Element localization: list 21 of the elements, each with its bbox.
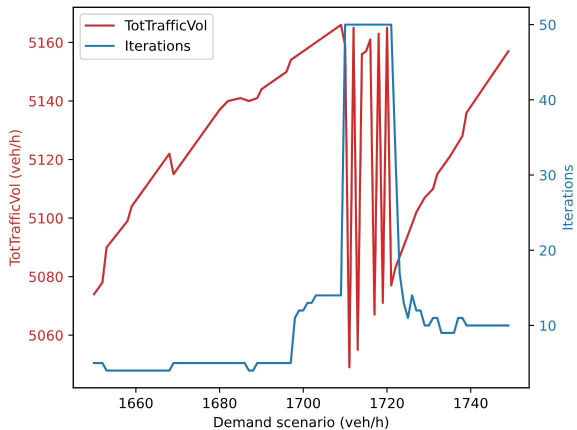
y-tick-label: 5060 xyxy=(29,330,63,341)
x-tick-label: 1680 xyxy=(203,398,236,408)
y-tick-label: 5080 xyxy=(29,272,63,282)
y-axis-title: TotTrafficVol (veh/h) xyxy=(9,130,22,266)
y2-tick-label: 40 xyxy=(540,94,556,106)
y-tick-label: 5140 xyxy=(29,96,63,106)
y2-tick-label: 10 xyxy=(540,320,556,331)
y2-tick-label: 30 xyxy=(540,170,556,180)
x-tick-label: 1660 xyxy=(120,398,153,408)
x-tick-label: 1740 xyxy=(454,398,488,408)
y2-tick-label: 50 xyxy=(540,20,556,30)
y2-axis-title: Iterations xyxy=(562,165,573,230)
legend-label: Iterations xyxy=(126,40,190,51)
y2-tick-label: 20 xyxy=(540,245,556,256)
x-tick-label: 1700 xyxy=(287,398,320,408)
y-tick-label: 5160 xyxy=(29,37,63,48)
x-tick-label: 1720 xyxy=(370,398,404,408)
y-tick-label: 5120 xyxy=(29,154,63,166)
y-tick-label: 5100 xyxy=(29,213,63,224)
legend-label: TotTrafficVol xyxy=(124,20,206,31)
x-axis-title: Demand scenario (veh/h) xyxy=(214,416,388,429)
